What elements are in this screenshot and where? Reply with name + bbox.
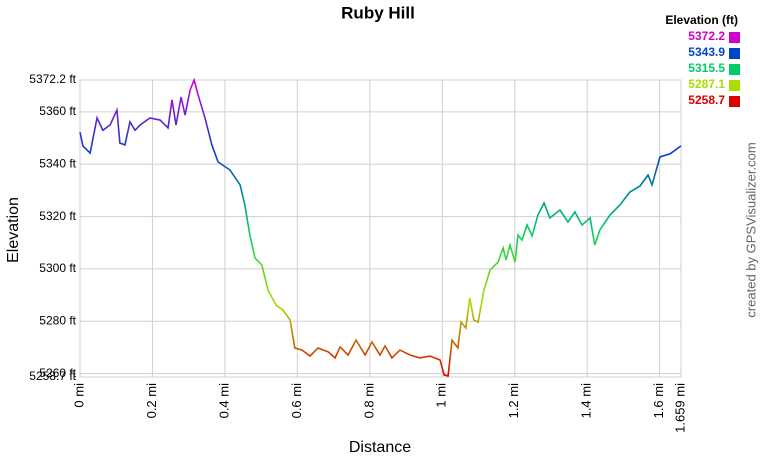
legend-swatch	[729, 80, 740, 91]
legend-swatch	[729, 48, 740, 59]
x-tick-label: 0.4 mi	[216, 383, 231, 419]
legend-label: 5372.2	[688, 29, 725, 43]
x-tick-label: 1.6 mi	[651, 383, 666, 419]
x-tick-label: 1.4 mi	[579, 383, 594, 419]
legend-label: 5287.1	[688, 77, 725, 91]
y-tick-label: 5360 ft	[39, 104, 76, 118]
elevation-line	[79, 77, 682, 377]
y-tick-label: 5280 ft	[39, 313, 76, 327]
y-axis-title: Elevation	[5, 197, 22, 263]
y-tick-label: 5320 ft	[39, 209, 76, 223]
legend-swatch	[729, 96, 740, 107]
y-tick-label: 5300 ft	[39, 261, 76, 275]
x-tick-label: 0.6 mi	[289, 383, 304, 419]
x-tick-label: 0.2 mi	[144, 383, 159, 419]
legend-title: Elevation (ft)	[665, 13, 738, 27]
y-tick-label: 5372.2 ft	[29, 72, 76, 86]
x-tick-label: 1 mi	[434, 383, 449, 408]
chart-title: Ruby Hill	[341, 3, 415, 22]
plot-area	[79, 79, 682, 378]
y-tick-label: 5258.7 ft	[29, 369, 76, 383]
y-tick-label: 5340 ft	[39, 156, 76, 170]
legend-label: 5258.7	[688, 93, 725, 107]
credit: created by GPSVisualizer.com	[743, 142, 758, 317]
x-tick-label: 0.8 mi	[361, 383, 376, 419]
legend-label: 5315.5	[688, 61, 725, 75]
legend-swatch	[729, 32, 740, 43]
legend-swatch	[729, 64, 740, 75]
x-tick-label: 1.2 mi	[506, 383, 521, 419]
y-tick-label: 5260 ft	[39, 366, 76, 380]
x-axis-title: Distance	[349, 439, 411, 456]
x-tick-label: 0 mi	[71, 383, 86, 408]
legend-label: 5343.9	[688, 45, 725, 59]
x-tick-label: 1.659 mi	[672, 383, 687, 433]
